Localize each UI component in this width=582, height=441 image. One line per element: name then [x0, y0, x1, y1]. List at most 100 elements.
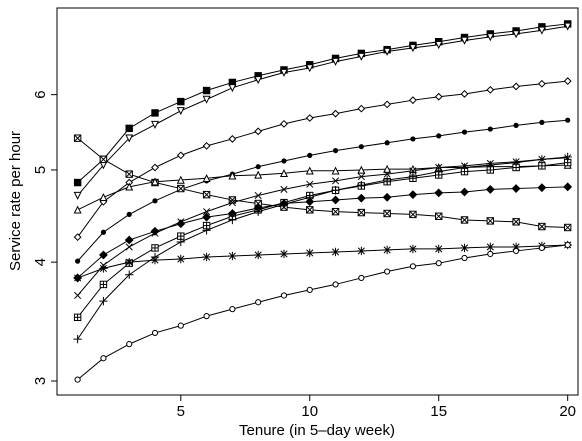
marker [512, 247, 520, 255]
marker [151, 244, 159, 252]
marker [307, 152, 313, 158]
marker [332, 147, 339, 154]
marker [126, 211, 132, 218]
marker [202, 86, 211, 95]
x-axis-label: Tenure (in 5–day week) [239, 422, 395, 439]
y-tick-label: 6 [32, 90, 49, 98]
marker [254, 191, 262, 200]
marker [202, 212, 212, 222]
marker [357, 165, 366, 174]
marker [202, 95, 211, 104]
marker [152, 198, 158, 204]
marker [202, 141, 211, 150]
series-line [77, 244, 568, 279]
marker [384, 140, 390, 146]
marker [486, 217, 495, 225]
marker [176, 151, 185, 160]
series-line [77, 164, 568, 211]
marker [228, 171, 237, 180]
marker [73, 134, 82, 142]
marker [177, 322, 184, 329]
marker [356, 193, 366, 203]
marker [126, 341, 133, 348]
marker [99, 280, 108, 289]
marker [357, 52, 366, 61]
marker [563, 77, 572, 86]
marker [357, 173, 365, 181]
marker [176, 175, 185, 184]
marker [563, 152, 572, 162]
marker [357, 180, 366, 190]
series-line [77, 119, 568, 262]
marker [565, 117, 571, 123]
marker [487, 126, 493, 132]
series-line [77, 157, 568, 296]
marker [408, 244, 418, 254]
marker [176, 254, 186, 264]
marker [125, 257, 134, 267]
marker [203, 208, 211, 216]
x-tick-label: 20 [559, 403, 576, 420]
marker [357, 246, 366, 256]
marker [279, 68, 288, 77]
marker [254, 127, 263, 136]
marker [434, 244, 443, 254]
marker [331, 195, 340, 205]
marker [227, 209, 237, 218]
marker [434, 41, 443, 50]
marker [151, 163, 159, 172]
marker [176, 107, 185, 116]
marker [100, 355, 107, 362]
marker [409, 263, 417, 270]
marker [73, 273, 82, 283]
marker [331, 247, 340, 257]
marker [538, 244, 545, 252]
y-tick-label: 4 [32, 258, 49, 266]
marker [305, 248, 314, 258]
series-line [77, 186, 568, 279]
marker [410, 136, 416, 142]
marker [279, 199, 289, 208]
marker [331, 109, 340, 118]
marker [564, 241, 571, 249]
marker [537, 79, 546, 88]
marker [202, 173, 211, 183]
marker [563, 223, 572, 232]
marker [125, 124, 133, 133]
marker [460, 243, 469, 253]
marker [151, 109, 159, 117]
x-tick-label: 5 [177, 403, 185, 420]
marker [537, 155, 547, 164]
marker [125, 170, 133, 178]
series-line [77, 244, 568, 381]
marker [281, 158, 287, 164]
marker [383, 209, 391, 218]
marker [460, 216, 469, 224]
marker [487, 250, 494, 258]
marker [177, 97, 185, 106]
marker [203, 313, 210, 320]
marker [563, 182, 573, 192]
marker [305, 197, 315, 207]
marker [460, 36, 469, 45]
marker [253, 203, 263, 213]
marker [176, 219, 186, 229]
marker [537, 26, 546, 35]
marker [151, 177, 160, 186]
marker [253, 250, 263, 260]
marker [512, 30, 521, 39]
x-tick-label: 10 [301, 403, 318, 420]
marker [255, 299, 262, 306]
marker [357, 104, 366, 113]
marker [486, 85, 495, 94]
marker [461, 129, 468, 135]
marker [279, 249, 289, 259]
marker [125, 182, 134, 191]
marker [280, 292, 288, 299]
marker [74, 291, 82, 300]
marker [384, 268, 391, 275]
marker [124, 235, 134, 245]
marker [280, 119, 288, 128]
series-line [77, 156, 568, 340]
series-line [77, 137, 568, 228]
